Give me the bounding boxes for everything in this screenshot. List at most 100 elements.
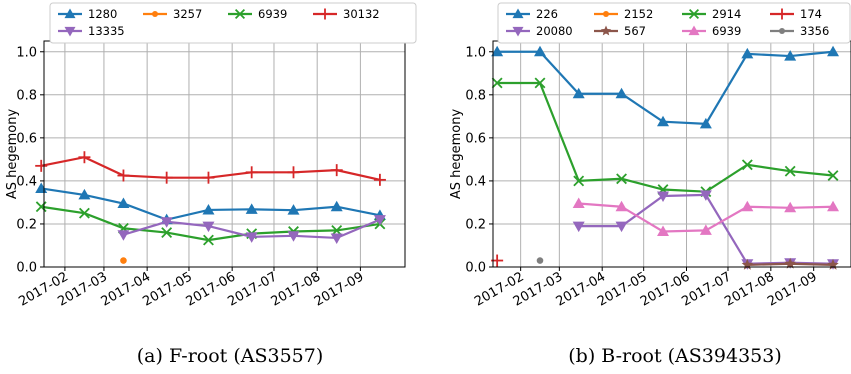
legend-entry: 30132 <box>313 7 380 21</box>
marker-stroke <box>688 8 700 20</box>
legend-entry: 226 <box>506 7 558 21</box>
data-point <box>573 175 585 187</box>
data-point <box>78 151 91 164</box>
data-point <box>784 201 797 213</box>
legend-label: 13335 <box>88 24 125 38</box>
legend: 226 2152 2914 174 20080 567 6939 3356 <box>497 2 851 44</box>
data-point <box>330 233 343 244</box>
data-point <box>245 166 258 179</box>
series-3257 <box>120 257 127 264</box>
data-point <box>202 171 215 184</box>
data-point <box>245 232 258 243</box>
marker-stroke <box>491 77 503 89</box>
marker-stroke <box>741 159 753 171</box>
data-point <box>657 191 670 202</box>
legend-marker <box>319 8 331 20</box>
legend-label: 1280 <box>88 7 117 21</box>
legend-label: 30132 <box>343 7 380 21</box>
legend-marker <box>602 10 610 18</box>
data-point <box>657 115 670 127</box>
marker-stroke <box>573 175 585 187</box>
chart-panel-b: 2017-022017-032017-042017-052017-062017-… <box>449 2 851 367</box>
y-tick-label: 0.6 <box>465 131 486 146</box>
data-point <box>572 197 585 209</box>
data-point <box>117 197 130 209</box>
legend-marker <box>151 10 159 18</box>
legend-label: 226 <box>536 7 558 21</box>
data-point <box>120 257 127 264</box>
y-tick-label: 0.4 <box>465 174 486 189</box>
series-2914 <box>491 77 839 198</box>
legend-marker <box>776 8 788 20</box>
legend-marker <box>778 27 786 35</box>
data-point <box>615 221 628 233</box>
y-tick-label: 0.6 <box>16 131 37 146</box>
data-point <box>287 231 300 242</box>
series-13335 <box>117 215 386 244</box>
marker-stroke <box>234 8 246 20</box>
legend-marker <box>512 26 524 37</box>
caption: (b) B-root (AS394353) <box>568 345 782 367</box>
y-axis-label: AS hegemony <box>449 109 464 200</box>
data-point <box>491 77 503 89</box>
plot-frame <box>492 40 851 268</box>
series-line <box>497 50 834 125</box>
data-point <box>330 200 343 212</box>
series-30132 <box>35 151 386 186</box>
data-point <box>572 221 585 233</box>
data-point <box>699 190 712 201</box>
data-point <box>117 169 130 182</box>
legend-entry: 3356 <box>770 24 829 38</box>
legend-label: 2914 <box>712 7 741 21</box>
y-tick-label: 1.0 <box>465 45 486 60</box>
data-point <box>35 159 48 172</box>
data-point <box>373 173 386 186</box>
legend-entry: 6939 <box>228 7 287 21</box>
data-point <box>784 50 797 61</box>
data-point <box>699 117 712 129</box>
legend-label: 6939 <box>258 7 287 21</box>
data-point <box>572 87 585 99</box>
marker-stroke <box>203 234 214 246</box>
legend-entry: 2914 <box>682 7 741 21</box>
chart-panel-a: 2017-022017-032017-042017-052017-062017-… <box>5 2 417 367</box>
legend-label: 6939 <box>712 24 741 38</box>
data-point <box>160 217 173 228</box>
data-point <box>615 87 628 99</box>
y-tick-label: 0.8 <box>465 88 486 103</box>
series-3356 <box>536 257 544 264</box>
y-tick-label: 0.2 <box>16 217 37 232</box>
data-point <box>117 230 130 241</box>
legend-entry: 20080 <box>506 24 573 38</box>
data-point <box>741 159 753 171</box>
legend-entry: 567 <box>594 24 646 38</box>
marker-stroke <box>827 170 839 181</box>
legend-label: 3356 <box>800 24 829 38</box>
y-tick-label: 0.8 <box>16 88 37 103</box>
y-tick-label: 0.2 <box>465 217 486 232</box>
data-point <box>827 170 839 181</box>
data-point <box>533 45 546 57</box>
legend-label: 567 <box>624 24 646 38</box>
data-point <box>287 204 300 215</box>
marker-stroke <box>78 207 90 219</box>
series-226 <box>491 45 840 129</box>
series-line <box>40 156 381 181</box>
data-point <box>657 225 670 236</box>
data-point <box>78 188 91 200</box>
caption: (a) F-root (AS3557) <box>137 345 324 367</box>
data-point <box>202 203 215 215</box>
data-point <box>699 224 712 235</box>
legend-entry: 174 <box>770 7 822 21</box>
data-point <box>287 166 300 179</box>
data-point <box>741 200 754 212</box>
marker-stroke <box>784 165 796 177</box>
data-point <box>741 47 754 59</box>
data-point <box>78 207 90 219</box>
data-point <box>534 77 546 89</box>
marker-stroke <box>534 77 546 89</box>
y-axis-label: AS hegemony <box>5 109 20 200</box>
data-point <box>160 171 173 184</box>
data-point <box>330 164 343 177</box>
